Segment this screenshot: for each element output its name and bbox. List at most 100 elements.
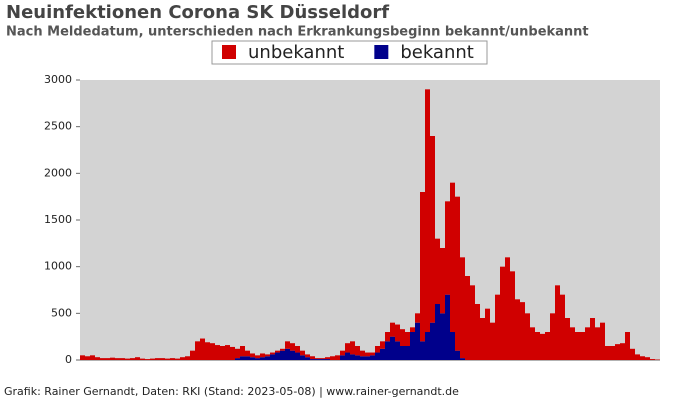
bar-segment [420, 341, 425, 360]
bar-segment [250, 357, 255, 360]
bar-segment [335, 355, 340, 360]
chart-subtitle: Nach Meldedatum, unterschieden nach Erkr… [6, 25, 589, 40]
bar-segment [310, 356, 315, 360]
bar-segment [220, 346, 225, 360]
bar-segment [620, 343, 625, 360]
legend-swatch [222, 45, 236, 59]
bar-segment [575, 332, 580, 360]
bar-segment [475, 304, 480, 360]
bar-segment [115, 358, 120, 360]
bar-segment [590, 318, 595, 360]
y-tick-label: 1500 [44, 213, 72, 226]
bar-segment [365, 356, 370, 360]
bar-segment [510, 271, 515, 360]
bar-segment [265, 354, 270, 357]
bar-segment [85, 356, 90, 360]
bar-segment [360, 356, 365, 360]
bar-segment [385, 332, 390, 342]
bar-segment [375, 352, 380, 360]
bar-segment [565, 318, 570, 360]
bar-segment [280, 350, 285, 360]
bar-segment [205, 342, 210, 360]
bar-segment [405, 346, 410, 360]
bar-segment [480, 318, 485, 360]
bar-segment [155, 358, 160, 360]
bar-segment [165, 358, 170, 360]
bar-segment [500, 266, 505, 360]
bar-segment [345, 343, 350, 353]
bar-segment [460, 358, 465, 360]
bar-segment [525, 313, 530, 360]
bar-segment [405, 332, 410, 346]
bar-segment [365, 352, 370, 357]
bar-segment [380, 348, 385, 360]
bar-segment [345, 352, 350, 360]
bar-segment [455, 196, 460, 351]
bar-segment [645, 357, 650, 360]
bar-segment [425, 89, 430, 332]
bar-segment [425, 332, 430, 360]
bar-segment [140, 358, 145, 360]
bar-segment [515, 299, 520, 360]
y-tick-label: 3000 [44, 73, 72, 86]
bar-segment [390, 336, 395, 360]
bar-segment [245, 356, 250, 360]
bar-segment [325, 357, 330, 360]
bar-segment [350, 341, 355, 355]
bar-segment [300, 350, 305, 356]
bar-segment [595, 327, 600, 360]
bar-segment [395, 341, 400, 360]
bar-segment [445, 294, 450, 360]
bar-segment [295, 346, 300, 353]
bar-segment [170, 358, 175, 360]
bar-segment [455, 350, 460, 360]
bar-segment [435, 238, 440, 304]
bar-segment [95, 357, 100, 360]
bar-segment [215, 345, 220, 360]
y-tick-label: 2000 [44, 166, 72, 179]
bar-segment [385, 341, 390, 360]
bar-segment [640, 356, 645, 360]
bar-segment [315, 359, 320, 360]
bar-segment [650, 359, 655, 360]
bar-segment [240, 356, 245, 360]
bar-segment [375, 346, 380, 353]
bar-segment [160, 358, 165, 360]
bar-segment [285, 341, 290, 349]
bar-segment [490, 322, 495, 360]
bar-segment [540, 333, 545, 360]
bar-segment [310, 359, 315, 360]
bar-segment [285, 348, 290, 360]
bar-segment [230, 346, 235, 360]
bar-segment [195, 341, 200, 360]
y-tick-label: 1000 [44, 260, 72, 273]
footer: Grafik: Rainer Gernandt, Daten: RKI (Sta… [4, 385, 459, 398]
bar-segment [550, 313, 555, 360]
bar-segment [245, 350, 250, 357]
bar-segment [180, 357, 185, 360]
bar-segment [585, 327, 590, 360]
bar-segment [105, 358, 110, 360]
bar-segment [325, 359, 330, 360]
bar-segment [190, 350, 195, 360]
bar-segment [600, 322, 605, 360]
bar-segment [360, 350, 365, 357]
bar-segment [380, 341, 385, 349]
plot-area [80, 80, 660, 360]
bar-segment [100, 358, 105, 360]
bar-segment [255, 358, 260, 360]
bar-segment [635, 354, 640, 360]
bar-segment [240, 346, 245, 357]
bar-segment [210, 343, 215, 360]
bar-segment [495, 294, 500, 360]
legend-swatch [374, 45, 389, 59]
legend-label: bekannt [400, 42, 474, 63]
bar-segment [430, 322, 435, 360]
bar-segment [225, 345, 230, 360]
bar-segment [400, 346, 405, 360]
bar-segment [615, 344, 620, 360]
bar-segment [580, 332, 585, 360]
bar-segment [295, 352, 300, 360]
bar-segment [410, 332, 415, 360]
